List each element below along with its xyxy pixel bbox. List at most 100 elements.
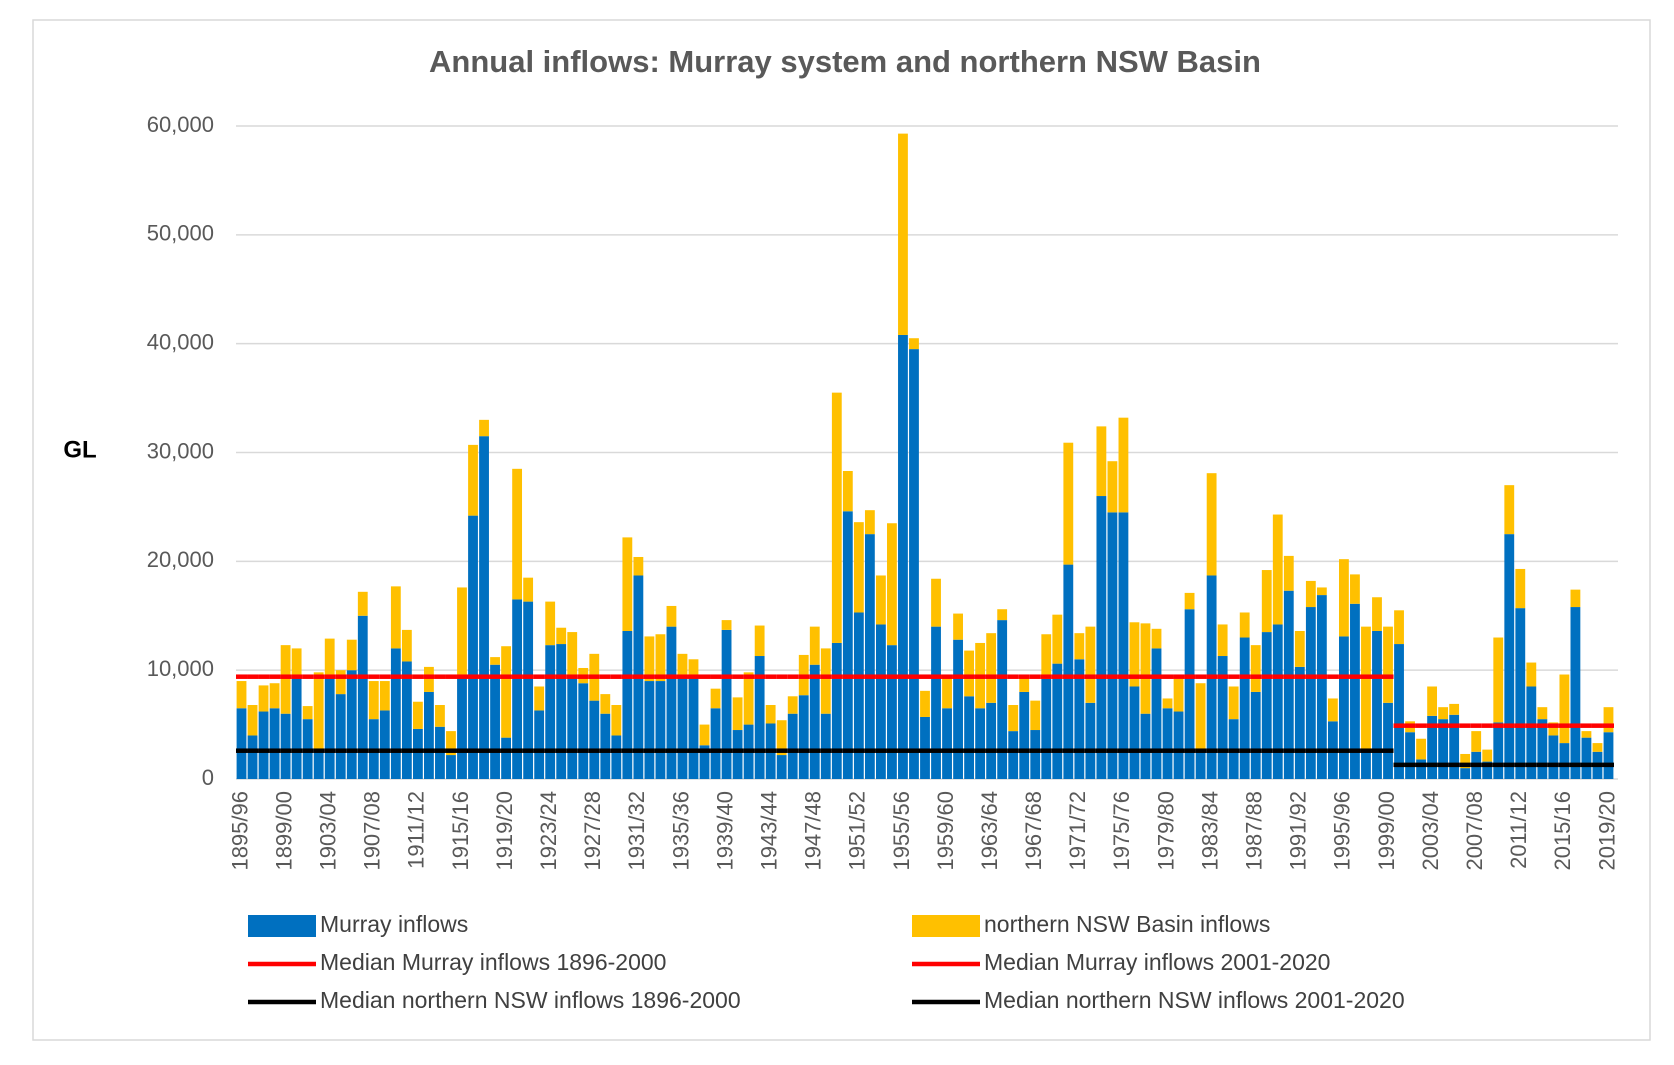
bar <box>534 686 545 711</box>
bar <box>390 586 401 649</box>
axes: 0 10,000 20,000 30,000 40,000 50,000 60,000 189… <box>147 112 1620 871</box>
bar <box>1548 722 1559 736</box>
bar <box>1173 711 1184 779</box>
x-tick-label: 1999/00 <box>1374 791 1399 871</box>
bar <box>1493 637 1504 723</box>
y-tick-label: 20,000 <box>147 547 214 572</box>
bar <box>1559 674 1570 744</box>
bar <box>666 605 677 627</box>
bar <box>1504 485 1515 535</box>
bar <box>1581 731 1592 738</box>
bar <box>787 696 798 714</box>
x-tick-label: 1919/20 <box>492 791 517 871</box>
bar <box>1537 707 1548 720</box>
x-tick-label: 1895/96 <box>227 791 252 871</box>
bar <box>523 601 534 779</box>
bar <box>1603 707 1614 733</box>
bar <box>710 708 721 779</box>
bar <box>1052 614 1063 664</box>
legend-swatch <box>248 915 316 937</box>
bar <box>666 626 677 779</box>
y-tick-label: 0 <box>202 765 214 790</box>
bar <box>556 627 567 645</box>
x-tick-label: 1971/72 <box>1065 791 1090 871</box>
bar <box>1526 686 1537 779</box>
bar <box>831 642 842 779</box>
bar <box>1283 590 1294 779</box>
legend-label: Median Murray inflows 2001-2020 <box>984 949 1330 975</box>
bar <box>446 731 456 756</box>
bar <box>512 468 523 600</box>
bar <box>964 696 975 779</box>
x-tick-label: 1951/52 <box>845 791 870 871</box>
bar <box>1041 634 1052 679</box>
bar <box>1019 691 1030 779</box>
bar <box>1449 714 1460 779</box>
bar <box>853 612 864 779</box>
bar <box>809 664 820 779</box>
bar <box>501 646 511 738</box>
bar <box>1195 751 1206 779</box>
bar <box>1239 637 1250 779</box>
bar <box>280 645 291 714</box>
bar <box>1140 713 1151 779</box>
bar <box>1316 595 1327 779</box>
bar <box>1383 702 1393 779</box>
bar <box>346 639 357 671</box>
bar <box>1592 743 1603 752</box>
bar <box>556 644 567 779</box>
bar <box>1151 648 1162 779</box>
bar <box>1394 610 1404 645</box>
y-axis-label: GL <box>63 436 96 463</box>
x-tick-label: 1943/44 <box>756 791 781 871</box>
bar <box>1537 719 1548 779</box>
bar <box>1283 555 1294 591</box>
bar <box>699 745 710 779</box>
bar <box>633 556 644 576</box>
legend-label: northern NSW Basin inflows <box>984 911 1270 937</box>
bar <box>1515 568 1526 609</box>
x-tick-label: 1983/84 <box>1197 791 1222 871</box>
bar <box>611 704 622 736</box>
bar <box>258 685 269 712</box>
bar <box>379 710 390 779</box>
bar <box>600 694 611 714</box>
bar <box>743 672 754 725</box>
bar <box>776 720 787 756</box>
bar <box>1294 630 1305 667</box>
bar <box>765 704 776 724</box>
bar <box>291 648 302 676</box>
x-tick-label: 2019/20 <box>1594 791 1619 871</box>
bar <box>1339 636 1349 779</box>
bar <box>1250 691 1261 779</box>
bar <box>1559 743 1570 779</box>
bar <box>247 704 258 736</box>
bar <box>721 620 732 630</box>
bar <box>357 591 368 616</box>
y-tick-label: 10,000 <box>147 656 214 681</box>
bar <box>875 575 886 625</box>
bar <box>302 706 313 720</box>
bar <box>1041 678 1052 779</box>
x-tick-label: 1955/56 <box>889 791 914 871</box>
bar <box>589 700 600 779</box>
bar <box>622 630 633 779</box>
bar <box>567 632 578 676</box>
bar <box>379 681 390 711</box>
bar <box>1085 702 1096 779</box>
bar <box>953 613 963 640</box>
bar <box>1460 768 1471 779</box>
x-tick-label: 1915/16 <box>448 791 473 871</box>
bar <box>401 629 412 662</box>
bar <box>699 724 710 746</box>
bar <box>567 675 578 779</box>
bar <box>1250 645 1261 692</box>
bar <box>291 675 302 779</box>
bar <box>424 666 434 692</box>
bar <box>1272 624 1283 779</box>
bar <box>975 708 986 779</box>
x-tick-label: 2011/12 <box>1506 791 1531 869</box>
bar <box>611 735 622 779</box>
bar <box>324 638 335 676</box>
y-tick-label: 60,000 <box>147 112 214 137</box>
